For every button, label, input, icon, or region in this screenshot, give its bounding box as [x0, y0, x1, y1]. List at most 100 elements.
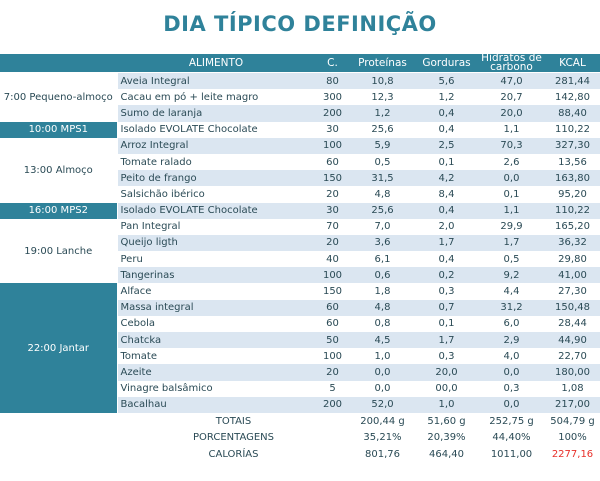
summary-kcal: 2277,16: [551, 448, 594, 460]
carbs: 20,7: [478, 89, 545, 106]
fat: 1,2: [415, 89, 478, 106]
summary-label: PORCENTAGENS: [192, 432, 275, 444]
summary-fat: 20,39%: [427, 432, 466, 444]
carbs: 4,4: [478, 283, 545, 300]
fat: 0,4: [415, 202, 478, 219]
food-name: Vinagre balsâmico: [117, 380, 315, 397]
quantity: 200: [315, 396, 350, 413]
protein: 31,5: [350, 170, 415, 187]
carbs: 70,3: [478, 137, 545, 154]
protein: 4,8: [350, 186, 415, 203]
carbs: 47,0: [478, 72, 545, 90]
fat: 00,0: [415, 380, 478, 397]
meal-label: 19:00 Lanche: [0, 218, 118, 284]
carbs: 2,9: [478, 332, 545, 349]
header-carbs: Hidratos de carbono: [478, 53, 545, 73]
table-row: Peito de frango 150 31,5 4,2 0,0 163,80: [0, 170, 600, 187]
kcal: 217,00: [545, 396, 600, 413]
header-quantity: C.: [315, 54, 350, 73]
header-food: ALIMENTO: [117, 54, 315, 73]
summary-protein: 801,76: [365, 448, 400, 460]
empty-cell: [0, 446, 117, 463]
quantity: 100: [315, 348, 350, 365]
empty-cell: [0, 413, 117, 430]
quantity: 40: [315, 251, 350, 268]
table-row: Salsichão ibérico 20 4,8 8,4 0,1 95,20: [0, 186, 600, 203]
fat: 0,1: [415, 315, 478, 332]
protein: 6,1: [350, 251, 415, 268]
food-name: Alface: [117, 283, 315, 300]
fat: 5,6: [415, 72, 478, 90]
protein: 12,3: [350, 89, 415, 106]
meal-plan-table: ALIMENTO C. Proteínas Gorduras Hidratos de c…: [0, 53, 600, 463]
meal-label: 10:00 MPS1: [0, 121, 118, 138]
summary-label: TOTAIS: [215, 415, 252, 427]
meal-label: 13:00 Almoço: [0, 137, 118, 203]
quantity: 30: [315, 121, 350, 138]
summary-protein: 200,44 g: [360, 415, 405, 427]
carbs: 0,1: [478, 186, 545, 203]
food-name: Sumo de laranja: [117, 105, 315, 122]
kcal: 36,32: [545, 234, 600, 252]
summary-kcal: 100%: [558, 432, 587, 444]
food-name: Bacalhau: [117, 396, 315, 413]
quantity: 200: [315, 105, 350, 122]
food-name: Peru: [117, 251, 315, 268]
fat: 0,4: [415, 121, 478, 138]
table-row: 22:00 Jantar Alface 150 1,8 0,3 4,4 27,30: [0, 283, 600, 413]
kcal: 13,56: [545, 153, 600, 171]
meal-label: 22:00 Jantar: [0, 283, 118, 413]
table-row: Massa integral 60 4,8 0,7 31,2 150,48: [0, 299, 600, 316]
meal-label: 16:00 MPS2: [0, 202, 118, 219]
food-name: Pan Integral: [117, 218, 315, 235]
fat: 0,3: [415, 348, 478, 365]
header-kcal: KCAL: [545, 54, 600, 73]
carbs: 0,5: [478, 251, 545, 268]
food-name: Isolado EVOLATE Chocolate: [117, 202, 315, 219]
protein: 1,2: [350, 105, 415, 122]
kcal: 44,90: [545, 332, 600, 349]
protein: 0,6: [350, 267, 415, 284]
table-row: Sumo de laranja 200 1,2 0,4 20,0 88,40: [0, 105, 600, 122]
food-name: Massa integral: [117, 299, 315, 316]
quantity: 100: [315, 267, 350, 284]
protein: 0,5: [350, 153, 415, 171]
table-row: Chatcka 50 4,5 1,7 2,9 44,90: [0, 332, 600, 349]
meal-label: 7:00 Pequeno-almoço: [0, 72, 118, 122]
carbs: 0,0: [478, 364, 545, 381]
kcal: 95,20: [545, 186, 600, 203]
table-row: 7:00 Pequeno-almoço Aveia Integral 80 10,8 5…: [0, 72, 600, 122]
fat: 2,5: [415, 137, 478, 154]
kcal: 150,48: [545, 299, 600, 316]
kcal: 27,30: [545, 283, 600, 300]
table-row: 13:00 Almoço Arroz Integral 100 5,9 2,5 70,3 3…: [0, 137, 600, 203]
quantity: 60: [315, 315, 350, 332]
quantity: 100: [315, 137, 350, 154]
protein: 10,8: [350, 72, 415, 90]
protein: 4,5: [350, 332, 415, 349]
quantity: 150: [315, 170, 350, 187]
header-meal: [0, 54, 117, 73]
table-row: Peru 40 6,1 0,4 0,5 29,80: [0, 251, 600, 268]
food-name: Aveia Integral: [117, 72, 315, 90]
protein: 0,0: [350, 380, 415, 397]
summary-row: TOTAIS 200,44 g 51,60 g 252,75 g 504,79 g: [0, 413, 600, 430]
table-row: Cacau em pó + leite magro 300 12,3 1,2 20,7 1…: [0, 89, 600, 106]
protein: 5,9: [350, 137, 415, 154]
table-row: 10:00 MPS1 Isolado EVOLATE Chocolate 30 25,…: [0, 121, 600, 138]
protein: 1,8: [350, 283, 415, 300]
food-name: Peito de frango: [117, 170, 315, 187]
carbs: 0,3: [478, 380, 545, 397]
food-name: Cacau em pó + leite magro: [117, 89, 315, 106]
carbs: 0,0: [478, 396, 545, 413]
fat: 0,4: [415, 251, 478, 268]
fat: 0,4: [415, 105, 478, 122]
summary-fat: 464,40: [429, 448, 464, 460]
kcal: 180,00: [545, 364, 600, 381]
carbs: 29,9: [478, 218, 545, 235]
carbs: 0,0: [478, 170, 545, 187]
table-row: 16:00 MPS2 Isolado EVOLATE Chocolate 30 25,…: [0, 202, 600, 219]
table-row: Tomate 100 1,0 0,3 4,0 22,70: [0, 348, 600, 365]
food-name: Isolado EVOLATE Chocolate: [117, 121, 315, 138]
kcal: 22,70: [545, 348, 600, 365]
